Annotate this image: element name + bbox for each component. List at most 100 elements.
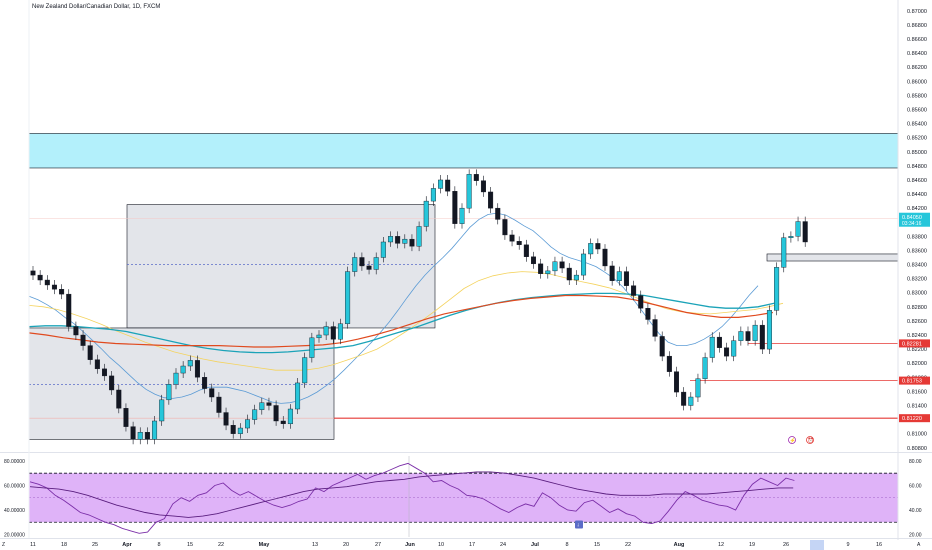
candle-bull	[237, 427, 243, 434]
candle-bear	[94, 359, 100, 370]
price-tick-label: 0.84400	[907, 192, 927, 198]
price-tick-label: 0.80800	[907, 446, 927, 452]
candle-bear	[144, 432, 150, 440]
candle-bear	[716, 336, 722, 348]
candle-bear	[409, 238, 415, 247]
candle-bull	[795, 221, 801, 237]
z-label: Z	[2, 542, 5, 548]
level-price-label: 0.82281	[902, 341, 922, 347]
candle-bear	[223, 412, 229, 426]
level-price-tag	[899, 339, 930, 348]
time-tick-label: 11	[30, 542, 36, 548]
rsi-left-tick: 20.00000	[4, 533, 25, 539]
rsi-right-tick: 40.00	[909, 508, 922, 514]
candle-bear	[266, 402, 272, 406]
time-tick-label: 13	[312, 542, 318, 548]
candle-bear	[101, 368, 107, 377]
price-tick-label: 0.82800	[907, 305, 927, 311]
candle-bull	[774, 267, 780, 311]
candle-bear	[502, 219, 508, 236]
time-tick-label: 27	[375, 542, 381, 548]
candle-bull	[781, 237, 787, 268]
candle-bear	[123, 408, 129, 427]
rsi-badge-glyph: ↓	[577, 523, 580, 529]
rsi-line-rsi	[29, 462, 795, 534]
candle-bear	[681, 391, 687, 406]
price-tick-label: 0.86400	[907, 51, 927, 57]
rsi-left-tick: 60.00000	[4, 483, 25, 489]
candle-bull	[352, 257, 358, 272]
level-price-label: 0.81220	[902, 416, 922, 422]
candle-bear	[366, 265, 372, 270]
time-tick-label: 12	[718, 542, 724, 548]
candle-bear	[395, 236, 401, 244]
candle-bull	[752, 324, 758, 341]
candle-bear	[488, 191, 494, 209]
candle-bull	[309, 337, 315, 358]
candle-bull	[430, 188, 436, 202]
candle-bull	[459, 207, 465, 224]
time-tick-label: Jun	[405, 542, 415, 548]
candle-bull	[388, 236, 394, 243]
time-tick-label: 15	[594, 542, 600, 548]
candle-bear	[495, 207, 501, 220]
candle-bear	[73, 326, 79, 336]
price-tick-label: 0.86800	[907, 23, 927, 29]
price-tick-label: 0.86200	[907, 65, 927, 71]
candle-bear	[51, 284, 57, 290]
candle-bear	[759, 324, 765, 350]
supply-zone	[28, 133, 899, 169]
candle-bear	[30, 270, 36, 276]
price-tick-label: 0.87000	[907, 9, 927, 15]
candle-bear	[623, 271, 629, 286]
rsi-badge	[575, 520, 583, 529]
alert-glyph: ⏰	[808, 437, 814, 444]
line-sma	[28, 294, 773, 348]
candle-bull	[337, 323, 343, 340]
candle-bear	[359, 257, 365, 267]
candle-bull	[380, 241, 386, 258]
rsi-left-tick: 40.00000	[4, 508, 25, 514]
candle-bear	[330, 326, 336, 340]
candle-bear	[87, 345, 93, 360]
candle-bear	[724, 347, 730, 357]
price-tick-label: 0.85800	[907, 93, 927, 99]
time-tick-label: 16	[876, 542, 882, 548]
time-tick-label: Aug	[674, 542, 685, 548]
line-ema-fast	[28, 212, 759, 404]
current-price-label: 0.84050	[902, 215, 922, 221]
candle-bull	[731, 340, 737, 357]
candle-bear	[44, 279, 50, 286]
candle-bear	[37, 274, 43, 281]
candle-bull	[438, 179, 444, 189]
candle-bull	[466, 174, 472, 209]
candle-bull	[159, 399, 165, 422]
candle-bear	[216, 396, 222, 413]
price-tick-label: 0.83800	[907, 234, 927, 240]
price-tick-label: 0.83000	[907, 291, 927, 297]
price-tick-label: 0.83200	[907, 277, 927, 283]
candle-bull	[416, 226, 422, 247]
auto-scale-label: A	[917, 542, 921, 548]
candle-bear	[202, 377, 208, 389]
price-tick-label: 0.85400	[907, 122, 927, 128]
candle-bear	[538, 263, 544, 274]
candle-bear	[652, 319, 658, 337]
price-tick-label: 0.81600	[907, 389, 927, 395]
candle-bull	[345, 271, 351, 324]
symbol-title: New Zealand Dollar/Canadian Dollar, 1D, …	[32, 4, 161, 10]
lightning-glyph: ⚡	[790, 437, 796, 444]
candle-bear	[559, 261, 565, 269]
price-tick-label: 0.84800	[907, 164, 927, 170]
candle-bull	[373, 257, 379, 270]
price-tick-label: 0.85200	[907, 136, 927, 142]
candle-bull	[252, 409, 258, 420]
candle-bull	[581, 253, 587, 276]
candle-bear	[80, 334, 86, 346]
price-tick-label: 0.82000	[907, 361, 927, 367]
candle-bear	[566, 267, 572, 281]
line-ema-slow	[28, 292, 775, 354]
